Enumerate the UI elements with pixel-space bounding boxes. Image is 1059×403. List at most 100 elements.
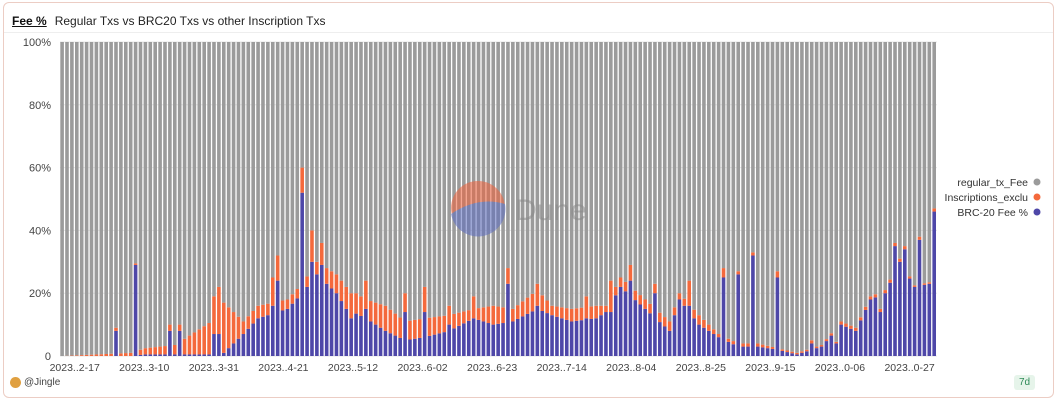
bar-inscriptions — [89, 354, 94, 356]
bar-regular — [275, 42, 280, 256]
bar-regular — [305, 42, 309, 277]
bar-stack — [907, 42, 912, 356]
bar-brc20 — [736, 274, 741, 356]
bar-brc20 — [584, 318, 589, 356]
bar-inscriptions — [373, 302, 378, 325]
bar-inscriptions — [349, 293, 353, 319]
legend-label: regular_tx_Fee — [957, 177, 1028, 189]
bar-stack — [79, 42, 84, 356]
bar-stack — [609, 42, 613, 356]
bar-inscriptions — [770, 346, 775, 349]
bar-inscriptions — [775, 271, 780, 278]
bar-stack — [128, 42, 133, 356]
bar-inscriptions — [927, 282, 932, 284]
bar-inscriptions — [589, 306, 594, 319]
header-divider — [4, 32, 1053, 33]
bar-brc20 — [677, 299, 682, 356]
bar-brc20 — [716, 337, 721, 356]
bar-stack — [359, 42, 363, 356]
tab-fee-percent[interactable]: Fee % — [12, 14, 47, 28]
bar-inscriptions — [403, 293, 407, 313]
bar-brc20 — [207, 354, 211, 356]
bar-brc20 — [599, 315, 603, 356]
bar-brc20 — [819, 346, 824, 356]
bar-brc20 — [545, 313, 549, 356]
bar-regular — [481, 42, 486, 308]
bar-regular — [903, 42, 907, 247]
bar-inscriptions — [295, 289, 300, 299]
bar-inscriptions — [917, 236, 922, 240]
y-tick-label: 100% — [23, 37, 51, 49]
bar-brc20 — [486, 323, 491, 356]
author-attribution[interactable]: @Jingle — [10, 377, 60, 388]
bar-inscriptions — [217, 286, 221, 335]
bar-regular — [922, 42, 927, 284]
bar-inscriptions — [315, 261, 319, 275]
bar-brc20 — [854, 330, 858, 356]
bar-stack — [256, 42, 260, 356]
bar-stack — [143, 42, 148, 356]
bar-stack — [168, 42, 172, 356]
bar-inscriptions — [623, 281, 628, 292]
x-tick-label: 2023..8-04 — [606, 362, 656, 374]
bar-stack — [594, 42, 598, 356]
bar-brc20 — [163, 354, 167, 356]
bar-inscriptions — [158, 346, 162, 355]
bar-regular — [496, 42, 500, 307]
bar-stack — [682, 42, 687, 356]
bar-regular — [932, 42, 936, 209]
bar-stack — [873, 42, 878, 356]
x-tick-label: 2023..6-23 — [467, 362, 517, 374]
bar-stack — [383, 42, 388, 356]
bar-inscriptions — [486, 306, 491, 324]
bar-inscriptions — [310, 230, 314, 262]
bar-inscriptions — [785, 350, 790, 353]
bar-brc20 — [295, 298, 300, 356]
bar-inscriptions — [868, 296, 873, 300]
bar-brc20 — [334, 293, 339, 356]
bar-brc20 — [638, 304, 643, 356]
bar-brc20 — [932, 211, 936, 356]
bar-regular — [898, 42, 902, 259]
bar-stack — [94, 42, 99, 356]
bar-regular — [359, 42, 363, 297]
bar-regular — [819, 42, 824, 346]
bar-inscriptions — [447, 305, 451, 325]
bar-inscriptions — [903, 246, 907, 250]
y-tick-label: 0 — [45, 351, 51, 363]
bar-brc20 — [883, 293, 888, 356]
bar-brc20 — [623, 291, 628, 356]
bar-stack — [912, 42, 917, 356]
bar-regular — [123, 42, 128, 354]
bar-stack — [643, 42, 647, 356]
bar-brc20 — [692, 318, 696, 356]
bar-brc20 — [427, 335, 432, 356]
bar-stack — [604, 42, 608, 356]
bar-inscriptions — [466, 310, 471, 321]
bar-brc20 — [315, 274, 319, 356]
bar-stack — [403, 42, 407, 356]
bar-regular — [515, 42, 520, 306]
bar-inscriptions — [462, 311, 466, 324]
legend-item: regular_tx_Fee — [957, 177, 1041, 189]
bar-regular — [888, 42, 892, 280]
bar-inscriptions — [202, 326, 206, 355]
bar-brc20 — [643, 308, 647, 356]
bar-inscriptions — [476, 308, 481, 320]
bar-inscriptions — [74, 355, 79, 356]
bar-brc20 — [800, 352, 804, 356]
bar-inscriptions — [579, 307, 584, 321]
bar-brc20 — [922, 284, 927, 356]
bar-brc20 — [388, 333, 393, 356]
bar-stack — [329, 42, 334, 356]
bar-brc20 — [667, 330, 672, 356]
bar-stack — [746, 42, 750, 356]
bar-inscriptions — [535, 283, 540, 306]
bar-inscriptions — [662, 317, 667, 327]
bar-regular — [623, 42, 628, 282]
bar-brc20 — [261, 316, 265, 356]
bar-inscriptions — [417, 319, 422, 338]
bar-stack — [795, 42, 799, 356]
bar-regular — [182, 42, 187, 339]
chart-header: Fee % Regular Txs vs BRC20 Txs vs other … — [12, 12, 325, 30]
